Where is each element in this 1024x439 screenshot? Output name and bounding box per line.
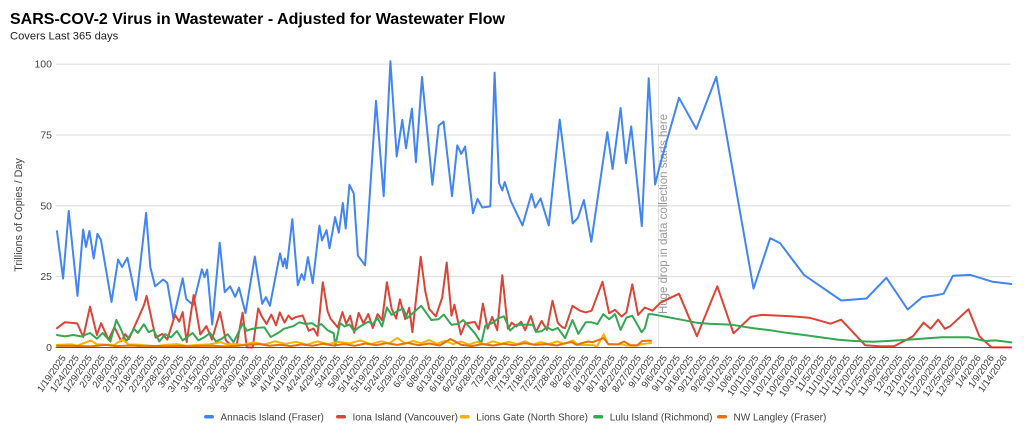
svg-text:SARS-COV-2 Virus in Wastewater: SARS-COV-2 Virus in Wastewater - Adjuste… bbox=[10, 11, 505, 28]
svg-text:Iona Island (Vancouver): Iona Island (Vancouver) bbox=[353, 413, 458, 424]
svg-text:Lulu Island (Richmond): Lulu Island (Richmond) bbox=[610, 413, 713, 424]
svg-text:Trillions of Copies / Day: Trillions of Copies / Day bbox=[13, 158, 25, 272]
svg-text:0: 0 bbox=[46, 342, 52, 354]
svg-text:Covers Last 365 days: Covers Last 365 days bbox=[10, 31, 119, 43]
svg-text:NW Langley (Fraser): NW Langley (Fraser) bbox=[734, 413, 827, 424]
svg-text:50: 50 bbox=[40, 200, 52, 212]
svg-text:Huge drop in data collection s: Huge drop in data collection starts here bbox=[658, 114, 670, 314]
svg-text:75: 75 bbox=[40, 130, 52, 142]
svg-text:25: 25 bbox=[40, 271, 52, 283]
svg-text:100: 100 bbox=[34, 59, 52, 71]
svg-text:Annacis Island (Fraser): Annacis Island (Fraser) bbox=[221, 413, 324, 424]
svg-text:Lions Gate (North Shore): Lions Gate (North Shore) bbox=[476, 413, 588, 424]
